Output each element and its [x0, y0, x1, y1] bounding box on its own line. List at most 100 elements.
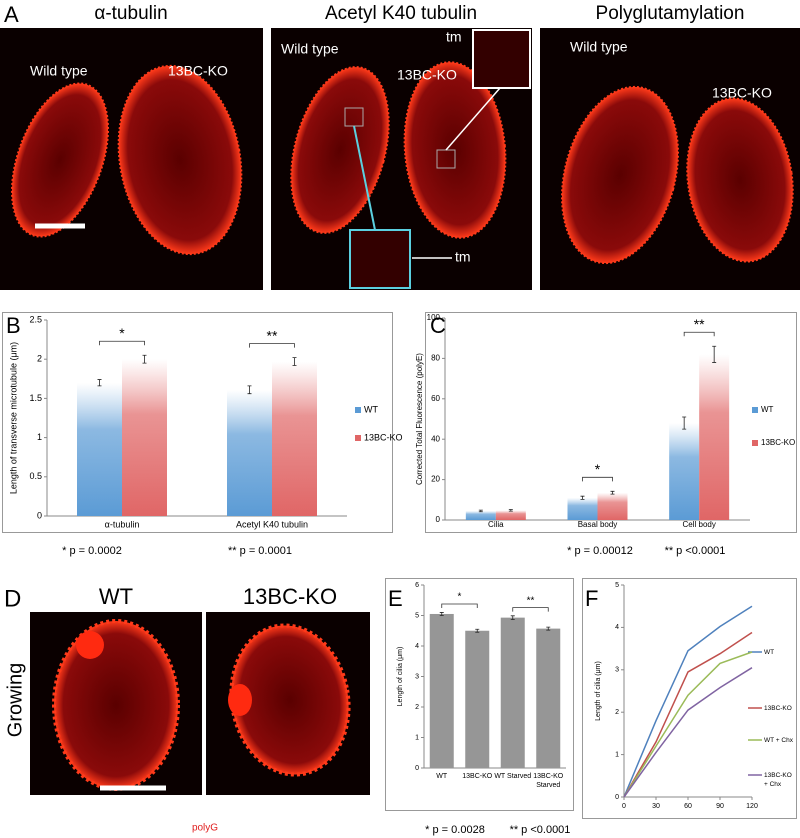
y-tick-label: 2 [415, 704, 419, 711]
error-bar [247, 385, 252, 395]
chart-frame [425, 312, 797, 533]
y-tick-label: 2 [37, 354, 42, 364]
legend-label: 13BC-KO [364, 432, 403, 442]
footnote: * p = 0.0028 [425, 824, 485, 836]
x-tick-label: Cilia [488, 520, 504, 529]
y-tick-label: 0.5 [29, 471, 42, 481]
micrograph-a1 [0, 28, 263, 290]
line [623, 667, 753, 798]
bar [669, 423, 700, 520]
image-label: tm [446, 29, 462, 45]
y-tick-label: 1 [37, 432, 42, 442]
legend-swatch [355, 435, 361, 441]
error-bar [712, 345, 717, 363]
legend-swatch [355, 407, 361, 413]
y-tick-label: 1.5 [29, 393, 42, 403]
panel-title: Acetyl K40 tubulin [325, 3, 477, 24]
image-label: 13BC-KO [168, 63, 228, 79]
chart-frame [582, 578, 797, 819]
significance-mark: * [595, 461, 601, 477]
panel-letter: F [585, 586, 598, 611]
legend-label: WT [764, 649, 775, 656]
panel-letter: A [4, 2, 19, 27]
legend-swatch [752, 407, 758, 413]
x-tick-label: WT [436, 773, 448, 780]
panel-title: 13BC-KO [243, 584, 337, 609]
error-bar [439, 612, 444, 616]
y-axis-title: Length of cilia (μm) [397, 647, 404, 707]
line [623, 631, 753, 798]
y-tick-label: 1 [415, 734, 419, 741]
error-bar [475, 628, 480, 633]
error-bar [292, 357, 297, 366]
y-axis-title: Corrected Total Fluorescence (polyE) [415, 353, 424, 485]
side-label: Growing [4, 663, 26, 737]
bar [500, 617, 525, 768]
y-tick-label: 0 [415, 765, 419, 772]
y-tick-label: 4 [415, 643, 419, 650]
stain-label: polyG [192, 823, 218, 834]
error-bar [546, 626, 551, 631]
line [623, 605, 753, 798]
significance-mark: * [119, 325, 125, 341]
image-label: tm [455, 249, 471, 265]
bar [495, 510, 526, 520]
chart-frame [385, 578, 574, 811]
y-tick-label: 5 [415, 612, 419, 619]
y-tick-label: 2.5 [29, 314, 42, 324]
bar [536, 628, 561, 768]
footnote: ** p <0.0001 [665, 545, 726, 557]
bar [699, 354, 730, 520]
significance-bracket [99, 340, 145, 346]
panel-letter: D [4, 585, 21, 612]
error-bar [478, 509, 483, 513]
panel-title: WT [99, 584, 133, 609]
error-bar [510, 615, 515, 620]
y-tick-label: 0 [436, 515, 441, 524]
significance-mark: * [458, 592, 462, 603]
error-bar [508, 509, 513, 512]
bar [597, 492, 628, 520]
error-bar [97, 379, 102, 387]
panel-letter: C [430, 313, 446, 338]
y-tick-label: 0 [615, 794, 619, 801]
footnote: ** p <0.0001 [510, 824, 571, 836]
significance-bracket [683, 331, 715, 337]
x-tick-label: 60 [684, 803, 692, 810]
footnote: * p = 0.0002 [62, 545, 122, 557]
y-axis-title: Length of transverse microtubule (μm) [8, 342, 18, 494]
y-tick-label: 40 [431, 434, 440, 443]
significance-bracket [249, 343, 295, 348]
panel-title: Polyglutamylation [596, 3, 745, 24]
x-tick-label: 13BC-KO [462, 773, 493, 780]
y-tick-label: 5 [615, 582, 619, 589]
significance-bracket [441, 603, 478, 608]
y-tick-label: 100 [427, 313, 441, 322]
x-tick-label: WT Starved [494, 773, 532, 780]
error-bar [682, 416, 687, 430]
significance-mark: ** [694, 316, 705, 332]
panel-letter: B [6, 313, 21, 338]
y-tick-label: 80 [431, 354, 440, 363]
x-tick-label: Acetyl K40 tubulin [236, 519, 308, 529]
y-tick-label: 4 [615, 624, 619, 631]
legend-label: WT [364, 404, 378, 414]
bar [227, 389, 272, 516]
y-tick-label: 60 [431, 394, 440, 403]
micrograph-a3 [540, 28, 800, 290]
y-tick-label: 6 [415, 582, 419, 589]
x-tick-label: Basal body [578, 520, 618, 529]
line [623, 651, 753, 798]
x-tick-label: 0 [622, 803, 626, 810]
bar [122, 359, 167, 516]
y-tick-label: 1 [615, 751, 619, 758]
bar [429, 613, 454, 768]
error-bar [580, 495, 585, 500]
legend-label: 13BC-KO [764, 705, 792, 712]
micrograph-a2 [271, 28, 532, 290]
significance-mark: ** [267, 327, 278, 343]
bar [465, 630, 490, 768]
x-tick-label: Cell body [682, 520, 715, 529]
